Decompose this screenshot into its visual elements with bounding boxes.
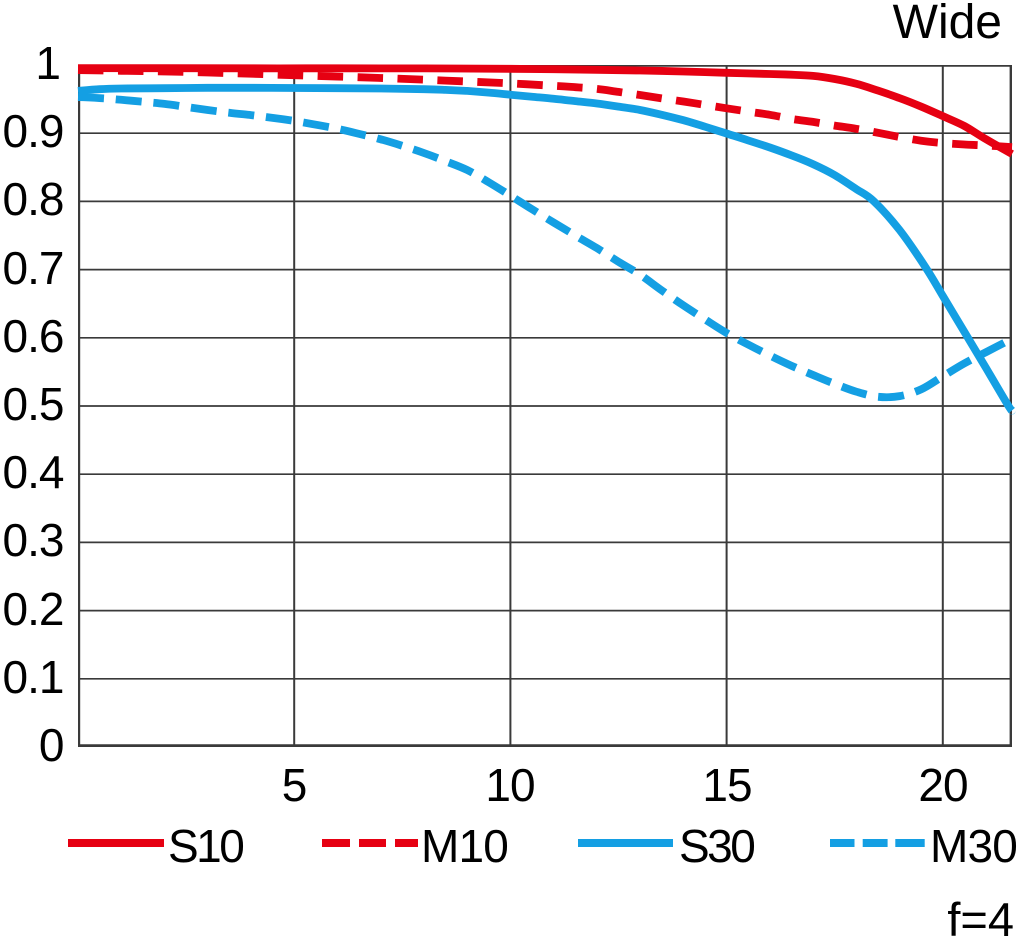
svg-text:0.3: 0.3 xyxy=(3,514,64,566)
svg-text:5: 5 xyxy=(282,759,307,811)
svg-text:10: 10 xyxy=(485,759,534,811)
svg-text:0.8: 0.8 xyxy=(3,173,64,225)
svg-text:0.2: 0.2 xyxy=(3,583,64,635)
svg-text:0.7: 0.7 xyxy=(3,242,64,294)
svg-text:0: 0 xyxy=(39,719,64,771)
svg-text:1: 1 xyxy=(35,37,60,89)
svg-text:M10: M10 xyxy=(421,820,508,872)
svg-text:15: 15 xyxy=(702,759,751,811)
svg-text:0.1: 0.1 xyxy=(3,651,64,703)
svg-text:f=4: f=4 xyxy=(947,893,1014,946)
svg-text:0.5: 0.5 xyxy=(3,378,64,430)
svg-text:20: 20 xyxy=(918,759,967,811)
svg-text:S10: S10 xyxy=(168,820,243,872)
svg-text:Wide: Wide xyxy=(893,0,1002,49)
svg-text:S30: S30 xyxy=(679,820,754,872)
svg-text:0.6: 0.6 xyxy=(3,310,64,362)
svg-text:0.9: 0.9 xyxy=(3,105,64,157)
svg-text:M30: M30 xyxy=(930,820,1017,872)
svg-text:0.4: 0.4 xyxy=(3,446,64,498)
